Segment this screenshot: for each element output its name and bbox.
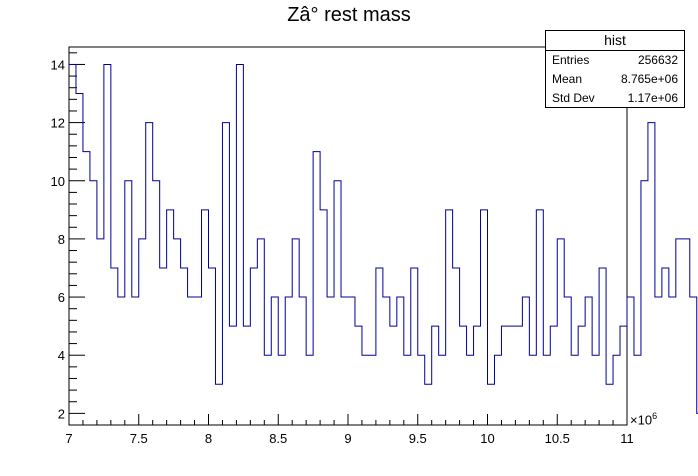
x-axis: 7 7.5 8 8.5 9 9.5 10 10.5 11 <box>65 414 634 446</box>
y-tick-label: 14 <box>51 57 65 72</box>
x-tick-label: 10.5 <box>545 431 570 446</box>
x-tick-label: 9.5 <box>409 431 427 446</box>
stats-box: hist Entries 256632 Mean 8.765e+06 Std D… <box>545 30 685 108</box>
x-tick-label: 11 <box>620 431 634 446</box>
y-tick-label: 4 <box>58 348 65 363</box>
x-axis-exponent: ×106 <box>630 411 657 427</box>
y-tick-label: 12 <box>51 116 65 131</box>
x-tick-label: 7 <box>65 431 72 446</box>
stats-label: Entries <box>552 53 590 67</box>
stats-label: Mean <box>552 72 583 86</box>
y-tick-label: 2 <box>58 406 65 421</box>
stats-value: 256632 <box>637 53 678 67</box>
y-tick-label: 6 <box>58 290 65 305</box>
stats-value: 8.765e+06 <box>620 72 678 86</box>
y-tick-label: 8 <box>58 232 65 247</box>
stats-label: Std Dev <box>552 91 595 105</box>
x-tick-label: 7.5 <box>130 431 148 446</box>
stats-box-title: hist <box>546 31 684 51</box>
x-tick-label: 8.5 <box>269 431 287 446</box>
exponent-power: 6 <box>652 411 658 421</box>
chart-title: Zâ° rest mass <box>287 4 411 26</box>
x-tick-label: 10 <box>480 431 494 446</box>
stats-row-stddev: Std Dev 1.17e+06 <box>546 89 684 108</box>
histogram-line <box>69 63 698 414</box>
x-tick-label: 8 <box>205 431 212 446</box>
y-tick-label: 10 <box>51 174 65 189</box>
x-tick-label: 9 <box>344 431 351 446</box>
y-axis: 2 4 6 8 10 12 14 <box>51 52 85 426</box>
stats-value: 1.17e+06 <box>627 91 678 105</box>
stats-row-entries: Entries 256632 <box>546 51 684 70</box>
exponent-base: ×10 <box>630 412 653 428</box>
stats-row-mean: Mean 8.765e+06 <box>546 70 684 89</box>
plot-frame <box>68 46 628 426</box>
